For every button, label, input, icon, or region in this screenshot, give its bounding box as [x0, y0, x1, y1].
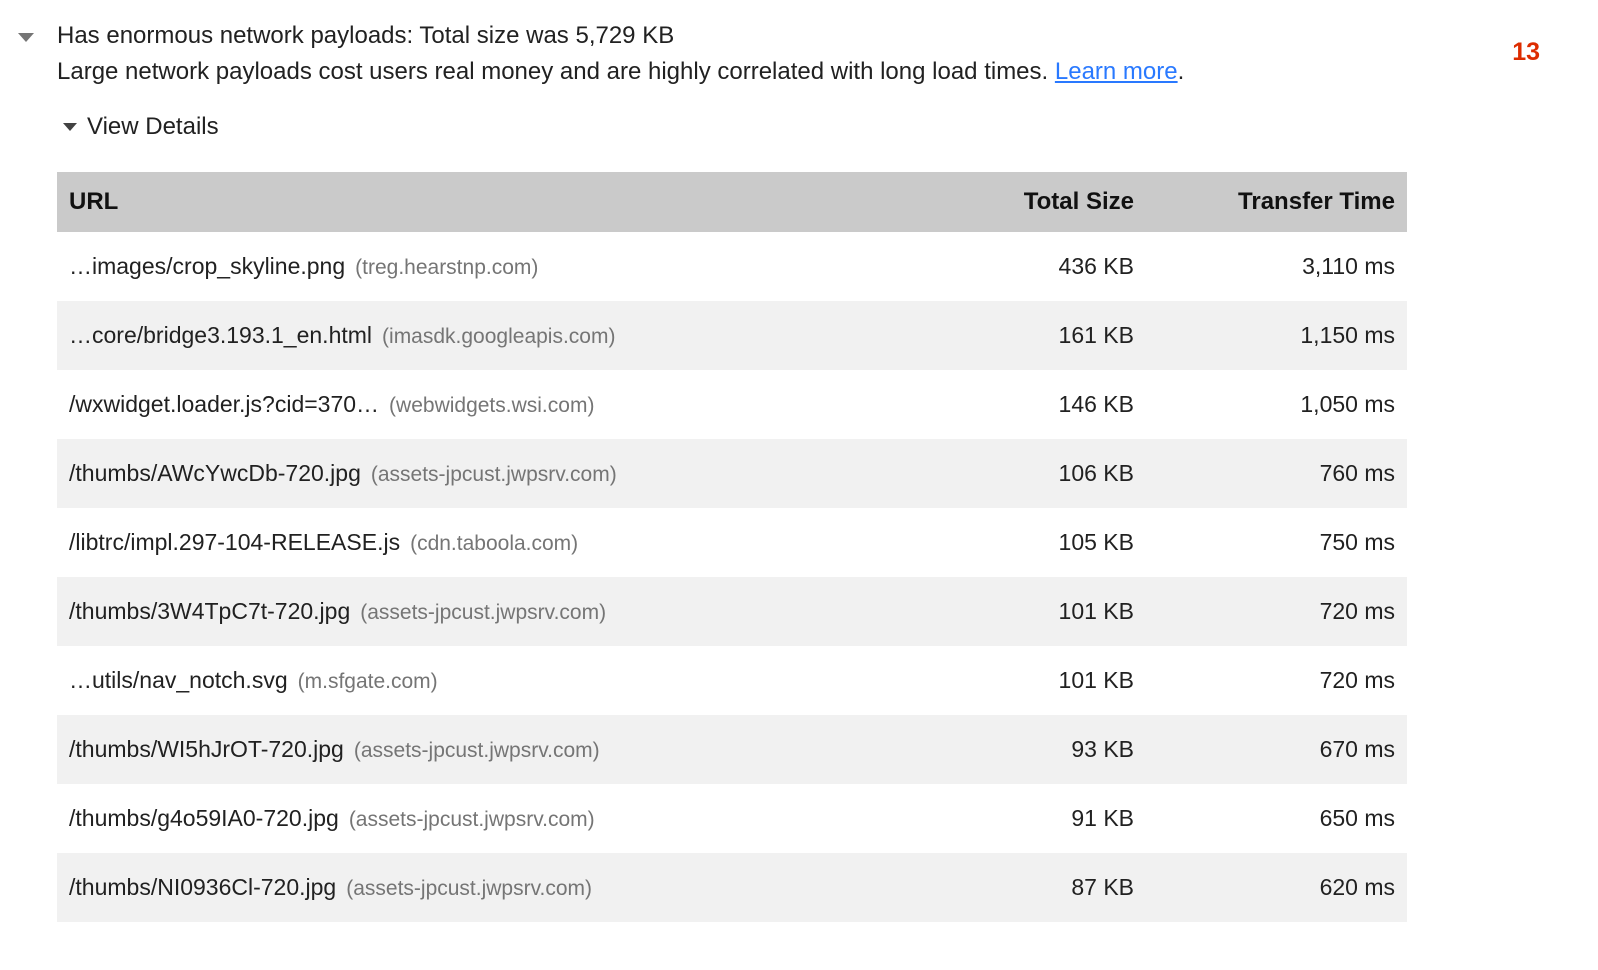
transfer-time-value: 720 ms — [1319, 667, 1395, 693]
url-domain: (assets-jpcust.jwpsrv.com) — [346, 877, 593, 900]
total-size-value: 436 KB — [1058, 253, 1134, 279]
url-path: …utils/nav_notch.svg — [69, 667, 288, 693]
url-domain: (webwidgets.wsi.com) — [389, 394, 595, 417]
audit-header-content: Has enormous network payloads: Total siz… — [57, 18, 1598, 90]
transfer-time-value: 1,150 ms — [1300, 322, 1395, 348]
header-transfer-time: Transfer Time — [1238, 188, 1395, 215]
table-header-row: URL Total Size Transfer Time — [57, 172, 1407, 232]
transfer-time-value: 760 ms — [1319, 460, 1395, 486]
table-body: …images/crop_skyline.png (treg.hearstnp.… — [57, 232, 1407, 922]
url-path: …core/bridge3.193.1_en.html — [69, 322, 373, 348]
view-details-toggle[interactable]: View Details — [57, 112, 219, 142]
url-cell: /libtrc/impl.297-104-RELEASE.js (cdn.tab… — [57, 529, 946, 556]
total-size-value: 106 KB — [1058, 460, 1134, 486]
transfer-time-value: 3,110 ms — [1302, 253, 1395, 279]
table-row: /thumbs/g4o59IA0-720.jpg (assets-jpcust.… — [57, 784, 1407, 853]
url-cell: /thumbs/3W4TpC7t-720.jpg (assets-jpcust.… — [57, 598, 946, 625]
url-domain: (imasdk.googleapis.com) — [382, 325, 616, 348]
url-domain: (assets-jpcust.jwpsrv.com) — [353, 739, 600, 762]
total-size-value: 87 KB — [1071, 874, 1134, 900]
url-domain: (assets-jpcust.jwpsrv.com) — [370, 463, 617, 486]
table-row: …images/crop_skyline.png (treg.hearstnp.… — [57, 232, 1407, 301]
audit-description-text: Large network payloads cost users real m… — [57, 58, 1049, 85]
header-url: URL — [69, 188, 119, 215]
url-domain: (treg.hearstnp.com) — [355, 256, 539, 279]
url-domain: (m.sfgate.com) — [297, 670, 438, 693]
table-row: …utils/nav_notch.svg (m.sfgate.com) 101 … — [57, 646, 1407, 715]
url-cell: …utils/nav_notch.svg (m.sfgate.com) — [57, 667, 946, 694]
url-cell: /thumbs/AWcYwcDb-720.jpg (assets-jpcust.… — [57, 460, 946, 487]
table-row: /thumbs/NI0936Cl-720.jpg (assets-jpcust.… — [57, 853, 1407, 922]
url-cell: …core/bridge3.193.1_en.html (imasdk.goog… — [57, 322, 946, 349]
url-path: /thumbs/WI5hJrOT-720.jpg — [69, 736, 344, 762]
url-domain: (assets-jpcust.jwpsrv.com) — [348, 808, 595, 831]
table-row: /thumbs/WI5hJrOT-720.jpg (assets-jpcust.… — [57, 715, 1407, 784]
url-path: /wxwidget.loader.js?cid=370… — [69, 391, 380, 417]
url-domain: (assets-jpcust.jwpsrv.com) — [360, 601, 607, 624]
url-domain: (cdn.taboola.com) — [410, 532, 579, 555]
total-size-value: 105 KB — [1058, 529, 1134, 555]
url-path: /thumbs/AWcYwcDb-720.jpg — [69, 460, 361, 486]
transfer-time-value: 1,050 ms — [1300, 391, 1395, 417]
view-details-triangle-icon — [63, 123, 77, 131]
total-size-value: 93 KB — [1071, 736, 1134, 762]
collapse-triangle-icon[interactable] — [18, 33, 34, 42]
url-cell: …images/crop_skyline.png (treg.hearstnp.… — [57, 253, 946, 280]
transfer-time-value: 620 ms — [1319, 874, 1395, 900]
transfer-time-value: 720 ms — [1319, 598, 1395, 624]
payload-table: URL Total Size Transfer Time …images/cro… — [57, 172, 1407, 922]
transfer-time-value: 650 ms — [1319, 805, 1395, 831]
url-path: /thumbs/g4o59IA0-720.jpg — [69, 805, 339, 831]
table-row: /wxwidget.loader.js?cid=370… (webwidgets… — [57, 370, 1407, 439]
url-path: /libtrc/impl.297-104-RELEASE.js — [69, 529, 401, 555]
total-size-value: 161 KB — [1058, 322, 1134, 348]
total-size-value: 101 KB — [1058, 667, 1134, 693]
audit-description: Large network payloads cost users real m… — [57, 54, 1478, 90]
url-cell: /thumbs/WI5hJrOT-720.jpg (assets-jpcust.… — [57, 736, 946, 763]
total-size-value: 101 KB — [1058, 598, 1134, 624]
table-row: /thumbs/AWcYwcDb-720.jpg (assets-jpcust.… — [57, 439, 1407, 508]
learn-more-link[interactable]: Learn more — [1054, 58, 1178, 85]
url-cell: /thumbs/g4o59IA0-720.jpg (assets-jpcust.… — [57, 805, 946, 832]
total-size-value: 146 KB — [1058, 391, 1134, 417]
table-row: /thumbs/3W4TpC7t-720.jpg (assets-jpcust.… — [57, 577, 1407, 646]
transfer-time-value: 750 ms — [1319, 529, 1395, 555]
audit-header: Has enormous network payloads: Total siz… — [0, 18, 1598, 90]
transfer-time-value: 670 ms — [1319, 736, 1395, 762]
url-path: /thumbs/3W4TpC7t-720.jpg — [69, 598, 351, 624]
table-row: …core/bridge3.193.1_en.html (imasdk.goog… — [57, 301, 1407, 370]
url-path: …images/crop_skyline.png — [69, 253, 346, 279]
view-details-label: View Details — [87, 113, 219, 140]
total-size-value: 91 KB — [1071, 805, 1134, 831]
url-cell: /wxwidget.loader.js?cid=370… (webwidgets… — [57, 391, 946, 418]
url-cell: /thumbs/NI0936Cl-720.jpg (assets-jpcust.… — [57, 874, 946, 901]
table-row: /libtrc/impl.297-104-RELEASE.js (cdn.tab… — [57, 508, 1407, 577]
url-path: /thumbs/NI0936Cl-720.jpg — [69, 874, 337, 900]
audit-collapse-column — [0, 18, 57, 90]
header-total-size: Total Size — [1023, 188, 1134, 215]
audit-title: Has enormous network payloads: Total siz… — [57, 22, 675, 49]
audit-description-period: . — [1177, 58, 1185, 85]
audit-score-badge: 13 — [1512, 38, 1540, 66]
